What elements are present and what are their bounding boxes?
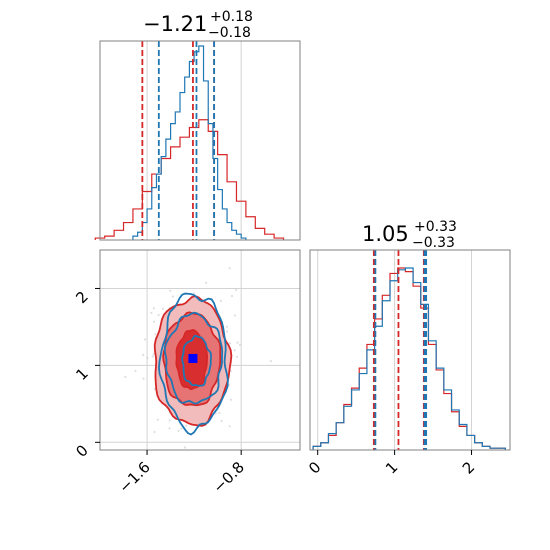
sample-point [230,294,234,298]
density-panel: 0 1 2 −1.6 −0.8 [72,249,301,497]
sample-point [152,353,155,356]
sample-point [235,288,238,291]
sample-point [220,419,223,422]
sample-point [205,281,208,284]
density-x-tick-label: −1.6 [115,458,153,496]
hist1-title-minus: −0.18 [208,25,251,41]
sample-point [157,313,160,317]
truth-marker [188,353,198,363]
sample-point [161,307,165,310]
sample-point [229,398,233,401]
sample-point [235,355,239,359]
hist1-quantile-lines [141,41,216,240]
sample-point [154,333,157,336]
hist2-x-tick-label: 2 [459,458,478,477]
density-x-ticks: −1.6 −0.8 [115,450,248,497]
sample-point [185,424,188,427]
sample-point [228,342,231,345]
hist2-title-plus: +0.33 [414,219,457,235]
hist2-blue-series [312,267,506,450]
hist2-steps [312,267,506,450]
sample-point [192,292,196,295]
blue-contour-middle [163,311,224,405]
sample-point [228,267,231,270]
hist1-title-value: −1.21 [143,12,207,36]
hist2-title-value: 1.05 [362,222,409,246]
sample-point [171,295,175,298]
sample-point [142,353,145,356]
density-y-tick-label: 0 [72,441,91,460]
sample-point [124,375,127,379]
density-y-tick-label: 2 [72,288,91,307]
sample-point [151,355,154,358]
hist2-frame [310,250,510,450]
hist2-grid [317,250,473,450]
sample-point [238,343,242,346]
sample-point [142,377,145,380]
sample-point [218,411,221,415]
hist2-x-tick-label: 0 [305,458,324,477]
sample-point [169,289,172,292]
sample-point [177,429,180,432]
density-blue-contours [158,292,229,436]
sample-point [153,430,156,434]
density-y-tick-label: 1 [72,364,91,383]
sample-point [228,425,231,428]
hist1-blue-series [132,45,247,240]
hist2-x-tick-label: 1 [382,458,401,477]
sample-point [269,360,272,363]
sample-point [236,341,239,344]
density-x-tick-label: −0.8 [210,458,248,496]
hist1-title-plus: +0.18 [210,9,253,25]
sample-point [168,419,171,422]
hist2-title-minus: −0.33 [412,235,455,251]
hist2-quantile-lines [372,250,428,450]
sample-point [233,349,236,352]
hist1-grid [146,41,242,240]
sample-point [134,369,137,373]
hist2-panel: 1.05 +0.33 −0.33 [309,219,511,451]
truth-marker-square [188,353,198,363]
blue-contour-outer [158,292,229,436]
sample-point [146,356,149,360]
sample-point [226,330,229,333]
hist1-panel: −1.21 +0.18 −0.18 [94,9,301,241]
sample-point [233,314,236,317]
hist2-x-ticks: 0 1 2 [305,450,478,478]
sample-point [152,307,155,310]
sample-point [153,387,156,391]
sample-point [180,427,183,430]
sample-point [152,320,156,323]
hist1-frame [100,41,300,240]
hist1-red-series [94,119,285,240]
blue-contour-inner [181,334,212,387]
sample-point [150,311,153,314]
density-y-ticks: 0 1 2 [72,288,100,461]
hist1-steps [94,45,285,240]
sample-point [183,446,187,449]
sample-point [143,338,147,341]
sample-point [168,427,171,430]
sample-point [156,418,159,421]
sample-point [219,299,222,302]
sample-point [225,325,228,328]
